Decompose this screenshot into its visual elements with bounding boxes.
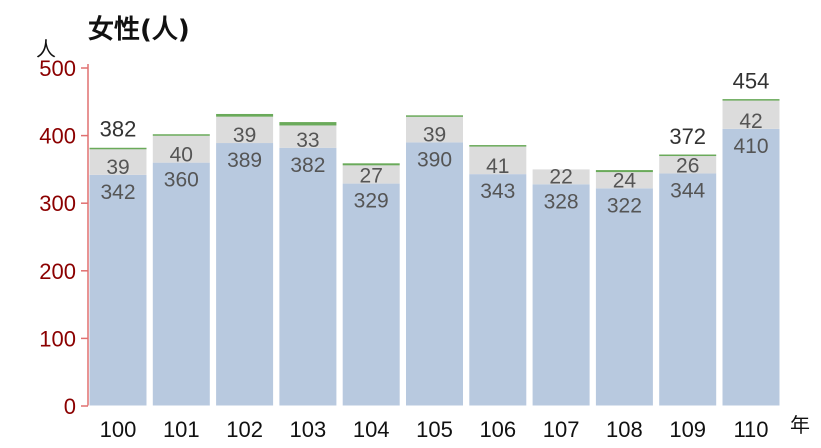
y-tick-label: 100 bbox=[39, 326, 76, 351]
data-label: 344 bbox=[670, 179, 705, 202]
y-tick-label: 0 bbox=[64, 394, 76, 419]
x-axis: 100 101 102 103 104 105 106 107 108 109 110 bbox=[88, 405, 788, 442]
x-tick-label: 101 bbox=[163, 417, 200, 442]
data-label: 33 bbox=[296, 129, 319, 152]
bar-segment bbox=[659, 173, 717, 406]
bar-segment bbox=[152, 162, 210, 406]
bar-segment bbox=[469, 146, 527, 175]
x-tick-label: 103 bbox=[290, 417, 327, 442]
x-tick-label: 104 bbox=[353, 417, 390, 442]
data-label: 26 bbox=[676, 154, 699, 177]
bar-segment bbox=[89, 148, 147, 175]
data-label: 390 bbox=[417, 148, 452, 171]
total-label: 454 bbox=[733, 68, 770, 93]
data-label: 322 bbox=[607, 194, 642, 217]
data-label: 342 bbox=[100, 181, 135, 204]
data-label: 42 bbox=[739, 110, 762, 133]
bar-segment bbox=[342, 165, 400, 184]
bar-segment bbox=[279, 122, 337, 126]
bar-segment bbox=[152, 134, 210, 136]
data-label: 24 bbox=[613, 169, 637, 192]
data-label: 39 bbox=[106, 156, 129, 179]
y-tick-label: 200 bbox=[39, 259, 76, 284]
data-label: 328 bbox=[544, 190, 579, 213]
bar-segment bbox=[89, 174, 147, 406]
x-tick-label: 106 bbox=[479, 417, 516, 442]
data-label: 39 bbox=[233, 124, 256, 147]
bar-segment bbox=[469, 174, 527, 406]
data-label: 343 bbox=[480, 180, 515, 203]
total-label: 382 bbox=[100, 116, 137, 141]
bar-segment bbox=[659, 154, 717, 157]
bar-segment bbox=[216, 116, 274, 144]
bar-segment bbox=[406, 115, 463, 143]
y-axis-unit: 人 bbox=[36, 37, 56, 61]
data-label: 410 bbox=[733, 135, 768, 158]
data-label: 389 bbox=[227, 149, 262, 172]
bar-segment bbox=[216, 113, 274, 117]
data-label: 41 bbox=[486, 155, 509, 178]
bar-segment bbox=[595, 188, 653, 406]
bar-segment bbox=[532, 184, 590, 406]
bar-segment bbox=[152, 135, 210, 163]
x-tick-label: 105 bbox=[416, 417, 453, 442]
chart-title: 女性(人) bbox=[88, 14, 190, 45]
bar-segment bbox=[659, 155, 717, 174]
bar-segment bbox=[342, 183, 400, 406]
x-tick-label: 102 bbox=[226, 417, 263, 442]
y-axis: 0 100 200 300 400 500 bbox=[39, 56, 89, 419]
bar-segment bbox=[406, 115, 463, 117]
bar-segment bbox=[595, 170, 653, 173]
y-tick-label: 300 bbox=[39, 191, 76, 216]
data-label: 40 bbox=[170, 144, 193, 167]
data-label: 329 bbox=[354, 190, 389, 213]
x-tick-label: 100 bbox=[100, 417, 137, 442]
y-tick-label: 500 bbox=[39, 56, 76, 81]
data-label: 27 bbox=[360, 165, 383, 188]
bar-segment bbox=[406, 142, 463, 407]
x-tick-label: 108 bbox=[606, 417, 643, 442]
bar-segment bbox=[532, 169, 590, 185]
bar-segment bbox=[342, 163, 400, 166]
y-tick-label: 400 bbox=[39, 124, 76, 149]
x-tick-label: 109 bbox=[669, 417, 706, 442]
data-label: 39 bbox=[423, 123, 446, 146]
bar-segment bbox=[279, 125, 337, 148]
data-label: 22 bbox=[549, 165, 572, 188]
x-tick-label: 110 bbox=[733, 417, 768, 442]
data-label: 360 bbox=[164, 169, 199, 192]
bar-segment bbox=[216, 143, 274, 406]
bar-segment bbox=[89, 147, 147, 150]
total-label: 372 bbox=[669, 124, 706, 149]
data-label: 382 bbox=[290, 154, 325, 177]
bar-segment bbox=[722, 128, 780, 406]
bar-segment bbox=[722, 100, 780, 129]
x-axis-unit: 年 bbox=[790, 413, 810, 437]
bar-segment bbox=[279, 147, 337, 406]
x-tick-label: 107 bbox=[543, 417, 580, 442]
bar-segment bbox=[469, 145, 527, 147]
bar-segment bbox=[595, 172, 653, 189]
bars bbox=[89, 99, 780, 407]
bar-segment bbox=[722, 99, 780, 101]
